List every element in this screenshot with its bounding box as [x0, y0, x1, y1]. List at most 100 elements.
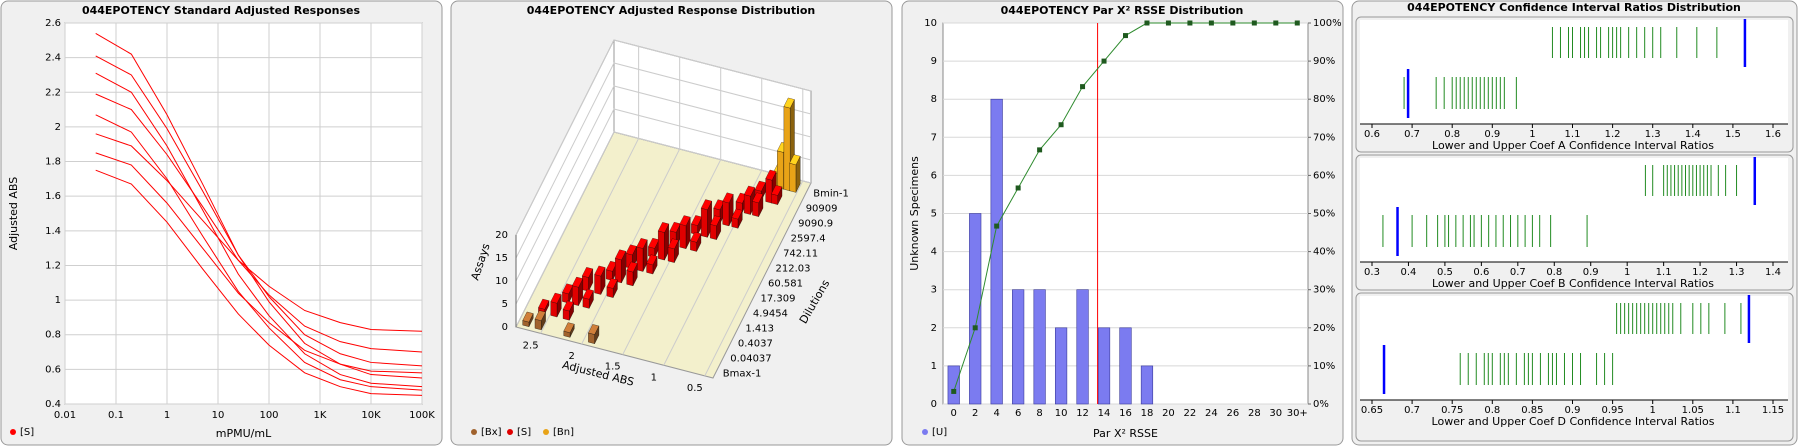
bar-face: [588, 332, 595, 344]
x-tick-label: 1.1: [1656, 267, 1672, 278]
y2-tick-label: 10%: [1313, 361, 1335, 372]
x-tick-label: 0.01: [54, 410, 76, 421]
bar: [606, 278, 618, 298]
x-tick-label: 100: [259, 410, 278, 421]
bar: [690, 231, 702, 252]
x-tick-label: 0.65: [1361, 405, 1383, 416]
bar-face: [765, 178, 773, 204]
bar-face: [690, 231, 702, 243]
bar-face: [563, 322, 575, 333]
x-tick-label: 1.1: [1565, 129, 1581, 140]
bar-face: [582, 267, 594, 278]
x-tick-label: 0.8: [1546, 267, 1562, 278]
x-axis-label: Par X² RSSE: [1093, 427, 1158, 440]
bar: [636, 238, 648, 272]
y2-tick-label: 60%: [1313, 170, 1335, 181]
cumulative-point: [1144, 20, 1150, 26]
bar-face: [646, 263, 654, 275]
series-line: [95, 72, 423, 388]
cumulative-point: [1123, 33, 1128, 39]
x-tick-label: 0.8: [1444, 129, 1460, 140]
series-line: [95, 169, 423, 396]
legend-marker: [10, 429, 16, 435]
dilution-label: 9090.9: [798, 219, 833, 230]
bar-face: [743, 185, 755, 197]
dilution-label: 4.9454: [753, 309, 788, 320]
x-tick-label: 1.05: [1682, 405, 1704, 416]
x-tick-label: 0.9: [1484, 129, 1500, 140]
y-tick-label: 2: [55, 122, 61, 133]
bar: [562, 300, 574, 321]
cumulative-point: [1273, 20, 1279, 26]
cumulative-point: [1080, 84, 1086, 90]
bar: [582, 288, 594, 309]
bar: [648, 237, 660, 258]
x-tick-label: 20: [1162, 408, 1175, 419]
cumulative-point: [1230, 20, 1236, 26]
grid-line: [704, 88, 804, 377]
x-tick-label: 1: [1650, 405, 1656, 416]
y-tick-label: 7: [931, 132, 937, 143]
x-tick-label: 0.9: [1583, 267, 1599, 278]
x-tick-label: 30+: [1287, 408, 1308, 419]
plot-area: [1360, 296, 1788, 400]
bar: [771, 185, 783, 205]
y2-tick-label: 20%: [1313, 323, 1335, 334]
dilution-label: 2597.4: [791, 234, 826, 245]
bar-face: [657, 222, 670, 233]
y-tick-label: 1.2: [45, 260, 61, 271]
bar: [709, 215, 722, 240]
y2-tick-label: 90%: [1313, 56, 1335, 67]
grid-line: [515, 39, 812, 236]
x-tick-label: 0.7: [1404, 129, 1420, 140]
series-line: [95, 32, 423, 379]
dilution-label: Bmax-1: [723, 369, 762, 380]
bar-face: [771, 193, 778, 205]
x-tick-label: 22: [1184, 408, 1197, 419]
dilution-label: 0.04037: [730, 354, 771, 365]
legend-label: [S]: [20, 427, 34, 438]
bar-face: [658, 230, 665, 261]
bar-face: [606, 286, 614, 298]
bar-face: [534, 318, 542, 331]
cumulative-point: [972, 325, 978, 331]
x-tick-label: 18: [1141, 408, 1154, 419]
bar: [614, 249, 627, 284]
bar-face: [783, 97, 795, 109]
x-tick-label: 0.6: [1473, 267, 1489, 278]
x-tick-label: 30: [1269, 408, 1282, 419]
bar-face: [731, 217, 739, 229]
chart-title: 044EPOTENCY Standard Adjusted Responses: [82, 4, 361, 17]
bar: [969, 213, 982, 405]
grid-line: [515, 108, 812, 305]
cumulative-point: [1187, 20, 1193, 26]
bar-face: [582, 288, 594, 300]
series-line: [95, 93, 423, 353]
cumulative-point: [1058, 122, 1064, 128]
cumulative-point: [1251, 20, 1257, 26]
series-line: [95, 133, 423, 332]
bar-face: [722, 192, 734, 204]
chart-title: 044EPOTENCY Par X² RSSE Distribution: [1001, 4, 1244, 17]
x-tick-label: 1.6: [1765, 129, 1781, 140]
bar-face: [709, 215, 722, 227]
x-tick-label: 1: [1624, 267, 1630, 278]
x-tick-label: 0.1: [108, 410, 124, 421]
series-line: [95, 152, 423, 374]
y-axis-label: Unknown Specimens: [908, 156, 921, 271]
bar-face: [646, 254, 658, 266]
grid-line: [515, 62, 812, 259]
y-tick-label: 1.8: [45, 157, 61, 168]
bar: [582, 267, 594, 292]
bar-face: [722, 201, 730, 227]
grid-line: [622, 67, 722, 355]
y2-tick-label: 40%: [1313, 247, 1335, 258]
y2-tick-label: 100%: [1313, 18, 1342, 29]
bar-face: [667, 247, 675, 263]
bar: [1054, 327, 1068, 405]
x-tick-label: 0.8: [1484, 405, 1500, 416]
x-tick-label: 0.6: [1364, 129, 1380, 140]
x-tick-label: 2: [568, 351, 574, 362]
legend-marker: [543, 429, 549, 435]
cumulative-point: [1294, 20, 1300, 26]
